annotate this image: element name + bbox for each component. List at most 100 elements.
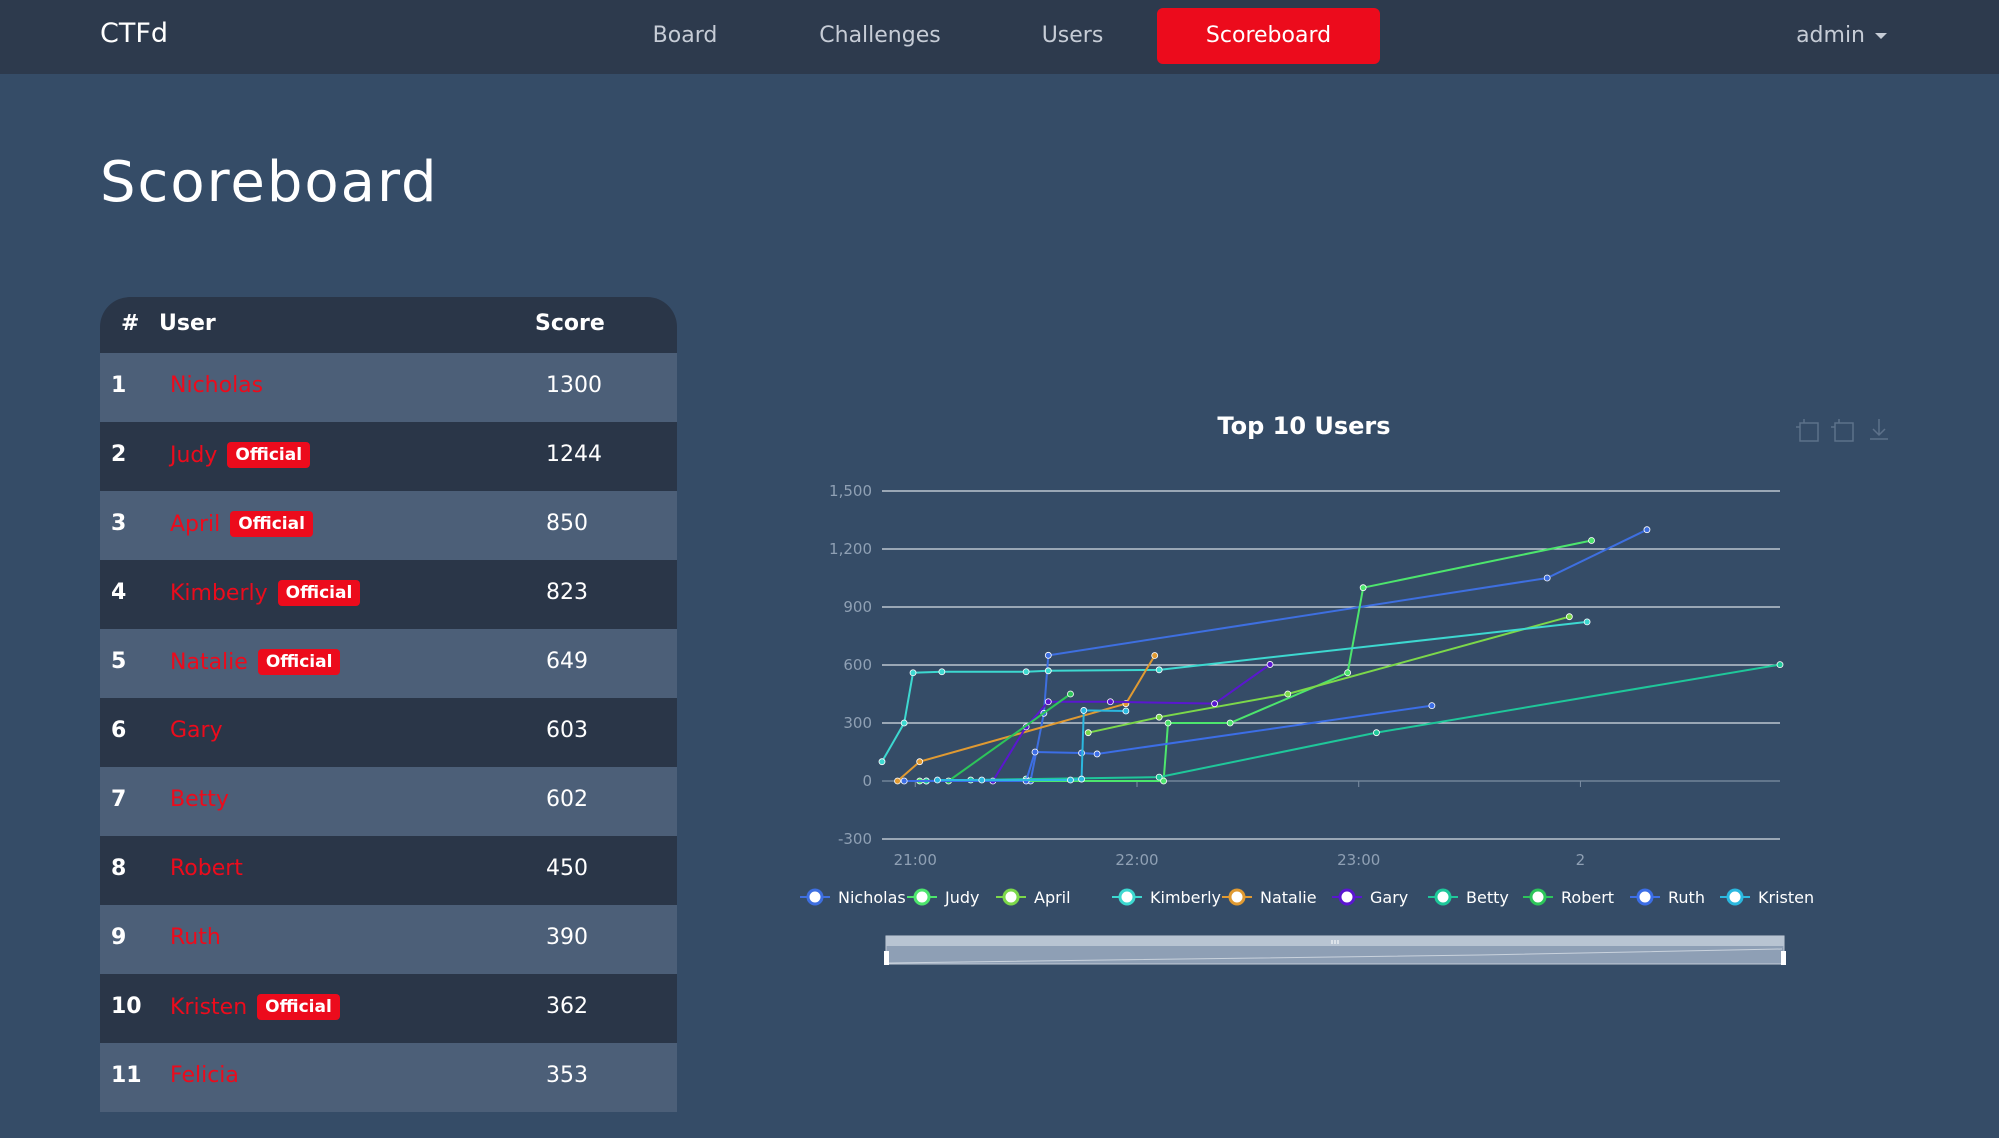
legend-item-nicholas[interactable]: Nicholas <box>800 888 906 907</box>
data-point <box>1359 584 1367 592</box>
data-point <box>900 719 908 727</box>
official-badge: Official <box>257 649 341 675</box>
user-menu[interactable]: admin <box>1796 0 1887 74</box>
data-point <box>878 758 886 766</box>
data-point <box>934 776 941 784</box>
row-rank: 5 <box>111 649 127 674</box>
legend-marker <box>1636 888 1654 906</box>
data-point <box>1643 526 1651 534</box>
series-line-kristen <box>937 709 1126 782</box>
y-tick-label: 600 <box>843 656 872 674</box>
legend-item-ruth[interactable]: Ruth <box>1630 888 1705 907</box>
row-score: 602 <box>546 787 588 812</box>
user-link[interactable]: Natalie Official <box>170 649 341 675</box>
data-point <box>1067 776 1074 784</box>
table-row: 8 Robert 450 <box>100 836 677 905</box>
download-icon[interactable] <box>1870 419 1888 440</box>
legend-marker <box>806 888 824 906</box>
data-point <box>916 758 924 766</box>
user-link[interactable]: Kristen Official <box>170 994 340 1020</box>
brand-logo[interactable]: CTFd <box>100 18 169 49</box>
user-link[interactable]: Nicholas <box>170 373 263 398</box>
y-tick-label: 0 <box>862 772 872 790</box>
series-line-kimberly <box>881 620 1588 763</box>
table-row: 11 Felicia 353 <box>100 1043 677 1112</box>
data-point <box>1155 666 1163 674</box>
legend-item-robert[interactable]: Robert <box>1523 888 1614 907</box>
user-link[interactable]: Ruth <box>170 925 221 950</box>
user-name: April <box>170 512 221 537</box>
series-line-judy <box>919 539 1592 782</box>
x-tick-label: 21:00 <box>894 851 937 869</box>
row-rank: 4 <box>111 580 127 605</box>
zoom-slider[interactable] <box>884 935 1786 965</box>
row-score: 823 <box>546 580 588 605</box>
legend-label: April <box>1034 888 1071 907</box>
legend-marker <box>1434 888 1452 906</box>
zoom-icon[interactable] <box>1796 419 1819 442</box>
chart-svg: Top 10 Users -300 0 300 600 900 1,200 1,500 21:0… <box>800 412 1888 965</box>
data-point <box>1093 750 1101 758</box>
y-tick-label: 300 <box>843 714 872 732</box>
row-rank: 2 <box>111 442 127 467</box>
data-point <box>938 668 946 676</box>
zoom-reset-icon[interactable] <box>1831 419 1854 442</box>
y-tick-label: -300 <box>838 830 872 848</box>
table-row: 2 Judy Official 1244 <box>100 422 677 491</box>
data-point <box>1084 729 1092 737</box>
legend-label: Robert <box>1561 888 1614 907</box>
zoom-handle-left <box>884 951 889 965</box>
legend-item-betty[interactable]: Betty <box>1428 888 1509 907</box>
series-line-gary <box>992 663 1271 782</box>
legend-item-natalie[interactable]: Natalie <box>1222 888 1317 907</box>
series-line-april <box>1087 615 1570 734</box>
legend-item-kristen[interactable]: Kristen <box>1720 888 1814 907</box>
row-rank: 7 <box>111 787 127 812</box>
user-link[interactable]: Judy Official <box>170 442 311 468</box>
y-tick-label: 1,500 <box>829 482 872 500</box>
data-point <box>1151 652 1159 659</box>
data-point <box>1031 748 1039 756</box>
data-point <box>1588 537 1595 544</box>
legend-label: Kristen <box>1758 888 1814 907</box>
user-name: Natalie <box>170 650 248 675</box>
x-tick-label: 2 <box>1576 851 1586 869</box>
user-link[interactable]: Gary <box>170 718 223 743</box>
row-score: 390 <box>546 925 588 950</box>
data-point <box>1164 719 1172 727</box>
user-link[interactable]: Kimberly Official <box>170 580 361 606</box>
legend-marker <box>913 888 931 906</box>
row-rank: 6 <box>111 718 127 743</box>
header-rank: # <box>121 311 140 336</box>
user-name: Betty <box>170 787 229 812</box>
legend-item-kimberly[interactable]: Kimberly <box>1112 888 1221 907</box>
user-link[interactable]: Betty <box>170 787 229 812</box>
nav-link-board[interactable]: Board <box>652 23 718 48</box>
user-link[interactable]: April Official <box>170 511 313 537</box>
data-point <box>1080 707 1088 714</box>
row-score: 450 <box>546 856 588 881</box>
official-badge: Official <box>277 580 361 606</box>
row-score: 362 <box>546 994 588 1019</box>
legend-item-judy[interactable]: Judy <box>907 888 979 907</box>
series-line-robert <box>947 693 1072 782</box>
data-point <box>1022 668 1030 676</box>
nav-link-scoreboard[interactable]: Scoreboard <box>1157 8 1380 64</box>
official-badge: Official <box>230 511 313 537</box>
data-point <box>1044 667 1052 675</box>
nav-link-users[interactable]: Users <box>1041 23 1104 48</box>
legend-item-gary[interactable]: Gary <box>1332 888 1408 907</box>
data-point <box>1373 729 1380 737</box>
data-point <box>1543 574 1551 582</box>
user-link[interactable]: Felicia <box>170 1063 239 1088</box>
row-score: 1244 <box>546 442 602 467</box>
user-link[interactable]: Robert <box>170 856 243 881</box>
legend-marker <box>1118 888 1136 906</box>
legend-marker <box>1228 888 1246 906</box>
user-name: Judy <box>170 443 218 468</box>
legend-item-april[interactable]: April <box>996 888 1071 907</box>
legend-label: Ruth <box>1668 888 1705 907</box>
data-point <box>1155 713 1163 721</box>
user-name: Kimberly <box>170 581 268 606</box>
nav-link-challenges[interactable]: Challenges <box>819 23 941 48</box>
